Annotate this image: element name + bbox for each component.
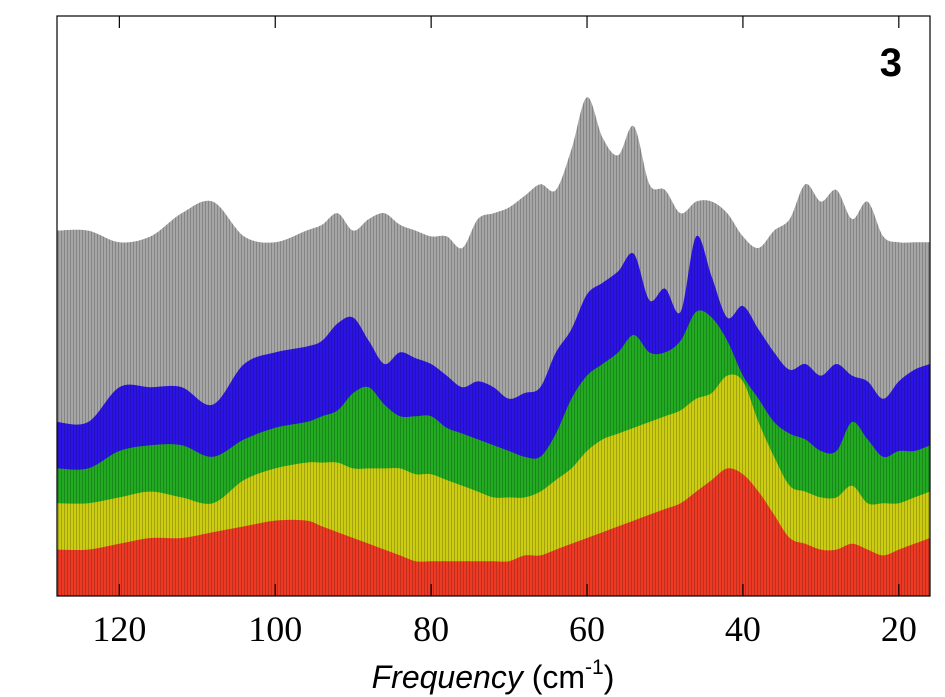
x-tick-label-60: 60: [569, 609, 605, 649]
x-tick-label-20: 20: [881, 609, 917, 649]
series-layer: [57, 97, 930, 596]
tick-layer: 120 100 80 60 40 20: [92, 16, 917, 649]
x-axis-label-exponent: -1: [585, 656, 604, 679]
x-axis-label: Frequency (cm-1): [372, 656, 615, 695]
x-tick-label-40: 40: [725, 609, 761, 649]
x-axis-label-unit: (cm: [523, 659, 585, 695]
plot-frame: [56, 15, 931, 597]
x-tick-label-100: 100: [248, 609, 302, 649]
panel-label: 3: [880, 41, 902, 85]
x-axis-label-close: ): [604, 659, 615, 695]
x-tick-label-120: 120: [92, 609, 146, 649]
series-hatch-red: [57, 468, 930, 596]
x-axis-label-main: Frequency: [372, 659, 525, 695]
x-tick-label-80: 80: [413, 609, 449, 649]
